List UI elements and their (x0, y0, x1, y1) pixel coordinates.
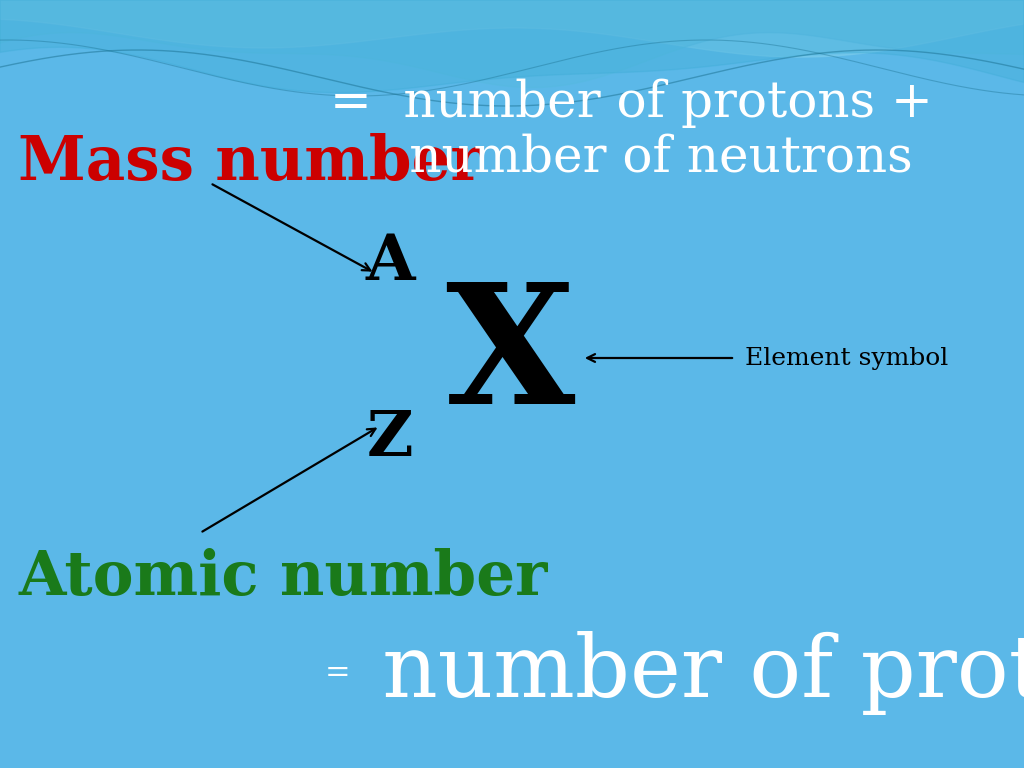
Text: Atomic number: Atomic number (18, 548, 548, 608)
Text: Z: Z (367, 408, 414, 468)
Text: =  number of protons +: = number of protons + (330, 78, 933, 127)
Text: number of neutrons: number of neutrons (330, 134, 912, 183)
Text: A: A (366, 233, 415, 293)
Text: number of protons: number of protons (355, 631, 1024, 715)
Text: =: = (325, 657, 350, 688)
Text: X: X (445, 277, 574, 439)
Text: Element symbol: Element symbol (745, 346, 948, 369)
Text: Mass number: Mass number (18, 133, 482, 193)
